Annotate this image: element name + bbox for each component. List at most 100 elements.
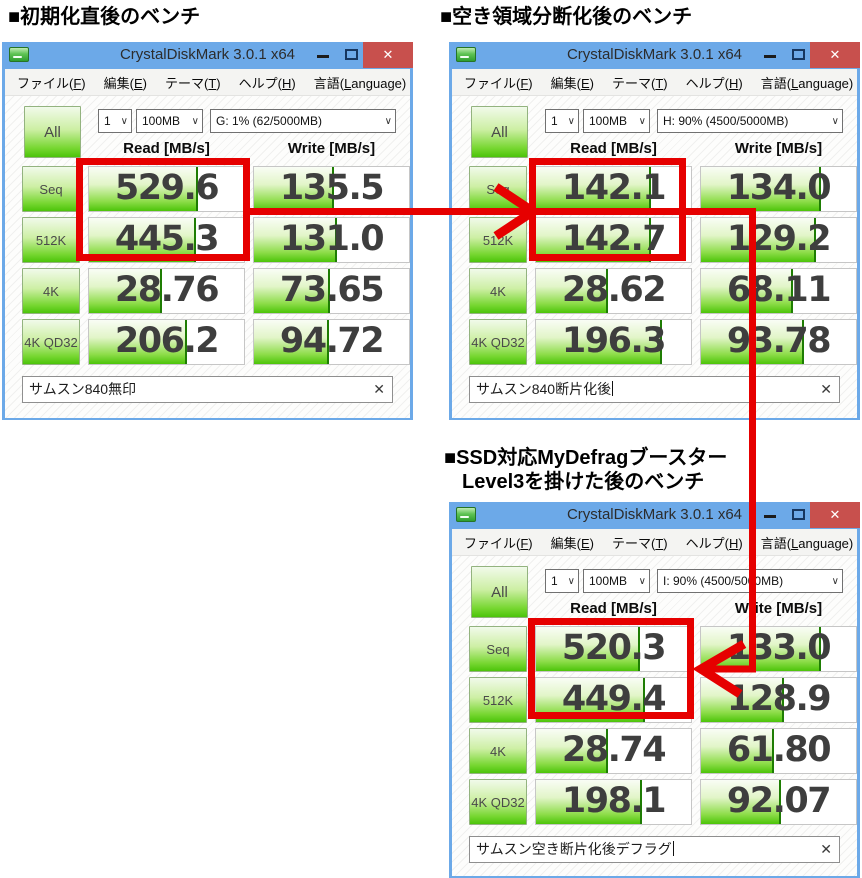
- close-icon: ✕: [382, 47, 394, 62]
- clear-comment-button[interactable]: ✕: [820, 381, 832, 397]
- menu-item-language[interactable]: 言語(Language): [760, 535, 854, 551]
- test-count-value: 1: [104, 114, 111, 128]
- 4k-write-cell: 61.80: [700, 728, 857, 774]
- drive-select[interactable]: I: 90% (4500/5000MB) ∨: [657, 569, 843, 593]
- chevron-down-icon: ∨: [638, 576, 646, 587]
- 512k-write-cell: 131.0: [253, 217, 410, 263]
- maximize-button[interactable]: [786, 42, 810, 68]
- 4kqd32-read-cell: 198.1: [535, 779, 692, 825]
- caption-initial-bench: ■初期化直後のベンチ: [8, 6, 201, 28]
- text-caret: [672, 841, 674, 856]
- row-4k-button[interactable]: 4K: [469, 268, 527, 314]
- comment-input[interactable]: サムスン840無印 ✕: [22, 376, 393, 403]
- menu-item-file[interactable]: ファイル(F): [464, 75, 533, 91]
- drive-select[interactable]: G: 1% (62/5000MB) ∨: [210, 109, 396, 133]
- caption-defrag-line2: Level3を掛けた後のベンチ: [462, 471, 705, 493]
- maximize-icon: [792, 509, 805, 520]
- minimize-button[interactable]: [758, 502, 782, 528]
- seq-read-cell: 529.6: [88, 166, 245, 212]
- drive-value: I: 90% (4500/5000MB): [663, 574, 784, 588]
- row-4kqd32-button[interactable]: 4K QD32: [22, 319, 80, 365]
- row-4kqd32-button[interactable]: 4K QD32: [469, 779, 527, 825]
- test-count-select[interactable]: 1 ∨: [545, 109, 579, 133]
- test-size-select[interactable]: 100MB ∨: [583, 109, 650, 133]
- menu-item-help[interactable]: ヘルプ(H): [238, 75, 296, 91]
- test-count-select[interactable]: 1 ∨: [545, 569, 579, 593]
- menu-item-theme[interactable]: テーマ(T): [612, 75, 668, 91]
- 512k-write-cell: 129.2: [700, 217, 857, 263]
- caption-defrag-line1: ■SSD対応MyDefragブースター: [444, 447, 728, 469]
- green-bar: [89, 320, 188, 364]
- row-512k-button[interactable]: 512K: [22, 217, 80, 263]
- menu-item-file[interactable]: ファイル(F): [464, 535, 533, 551]
- green-bar: [701, 780, 781, 824]
- row-512k-button[interactable]: 512K: [469, 217, 527, 263]
- 4kqd32-read-cell: 206.2: [88, 319, 245, 365]
- clear-comment-button[interactable]: ✕: [820, 841, 832, 857]
- green-bar: [89, 269, 163, 313]
- row-seq-button[interactable]: Seq: [469, 626, 527, 672]
- green-bar: [254, 167, 334, 211]
- minimize-icon: [764, 515, 776, 518]
- test-count-select[interactable]: 1 ∨: [98, 109, 132, 133]
- maximize-icon: [792, 49, 805, 60]
- read-header: Read [MB/s]: [570, 140, 657, 157]
- menu-item-edit[interactable]: 編集(E): [550, 535, 594, 551]
- minimize-button[interactable]: [311, 42, 335, 68]
- menu-bar: ファイル(F) 編集(E) テーマ(T) ヘルプ(H) 言語(Language): [452, 69, 857, 96]
- row-4k-button[interactable]: 4K: [22, 268, 80, 314]
- app-drive-icon: [456, 47, 476, 62]
- close-button[interactable]: ✕: [810, 42, 860, 68]
- menu-item-theme[interactable]: テーマ(T): [612, 535, 668, 551]
- 4k-read-cell: 28.62: [535, 268, 692, 314]
- test-count-value: 1: [551, 574, 558, 588]
- caption-defrag-bench: ■SSD対応MyDefragブースター Level3を掛けた後のベンチ: [444, 446, 727, 494]
- green-bar: [536, 780, 642, 824]
- maximize-button[interactable]: [786, 502, 810, 528]
- close-button[interactable]: ✕: [363, 42, 413, 68]
- menu-item-help[interactable]: ヘルプ(H): [685, 75, 743, 91]
- menu-bar: ファイル(F) 編集(E) テーマ(T) ヘルプ(H) 言語(Language): [452, 529, 857, 556]
- cdm-window-fragmented: CrystalDiskMark 3.0.1 x64 ✕ ファイル(F) 編集(E…: [449, 42, 860, 420]
- menu-item-file[interactable]: ファイル(F): [17, 75, 86, 91]
- clear-comment-button[interactable]: ✕: [373, 381, 385, 397]
- 4k-write-cell: 73.65: [253, 268, 410, 314]
- test-size-select[interactable]: 100MB ∨: [583, 569, 650, 593]
- comment-text: サムスン840断片化後: [476, 381, 612, 397]
- drive-slot: [13, 56, 22, 58]
- 512k-write-cell: 128.9: [700, 677, 857, 723]
- maximize-button[interactable]: [339, 42, 363, 68]
- menu-item-help[interactable]: ヘルプ(H): [685, 535, 743, 551]
- chevron-down-icon: ∨: [638, 116, 646, 127]
- client-area: All 1 ∨ 100MB ∨ H: 90% (4500/5000MB) ∨ Read…: [452, 96, 857, 418]
- row-4k-button[interactable]: 4K: [469, 728, 527, 774]
- window-title: CrystalDiskMark 3.0.1 x64: [119, 46, 296, 63]
- minimize-icon: [764, 55, 776, 58]
- test-size-select[interactable]: 100MB ∨: [136, 109, 203, 133]
- 512k-read-cell: 142.7: [535, 217, 692, 263]
- all-test-button[interactable]: All: [471, 106, 528, 158]
- 4kqd32-write-cell: 92.07: [700, 779, 857, 825]
- row-4kqd32-button[interactable]: 4K QD32: [469, 319, 527, 365]
- menu-item-edit[interactable]: 編集(E): [103, 75, 147, 91]
- comment-input[interactable]: サムスン空き断片化後デフラグ ✕: [469, 836, 840, 863]
- drive-select[interactable]: H: 90% (4500/5000MB) ∨: [657, 109, 843, 133]
- comment-text: サムスン840無印: [29, 381, 137, 397]
- close-button[interactable]: ✕: [810, 502, 860, 528]
- app-drive-icon: [9, 47, 29, 62]
- row-seq-button[interactable]: Seq: [469, 166, 527, 212]
- all-test-button[interactable]: All: [24, 106, 81, 158]
- test-size-value: 100MB: [142, 114, 181, 128]
- minimize-button[interactable]: [758, 42, 782, 68]
- all-test-button[interactable]: All: [471, 566, 528, 618]
- menu-item-language[interactable]: 言語(Language): [313, 75, 407, 91]
- drive-slot: [460, 56, 469, 58]
- test-size-value: 100MB: [589, 114, 628, 128]
- menu-item-edit[interactable]: 編集(E): [550, 75, 594, 91]
- comment-input[interactable]: サムスン840断片化後 ✕: [469, 376, 840, 403]
- row-seq-button[interactable]: Seq: [22, 166, 80, 212]
- row-512k-button[interactable]: 512K: [469, 677, 527, 723]
- menu-item-theme[interactable]: テーマ(T): [165, 75, 221, 91]
- chevron-down-icon: ∨: [120, 116, 128, 127]
- menu-item-language[interactable]: 言語(Language): [760, 75, 854, 91]
